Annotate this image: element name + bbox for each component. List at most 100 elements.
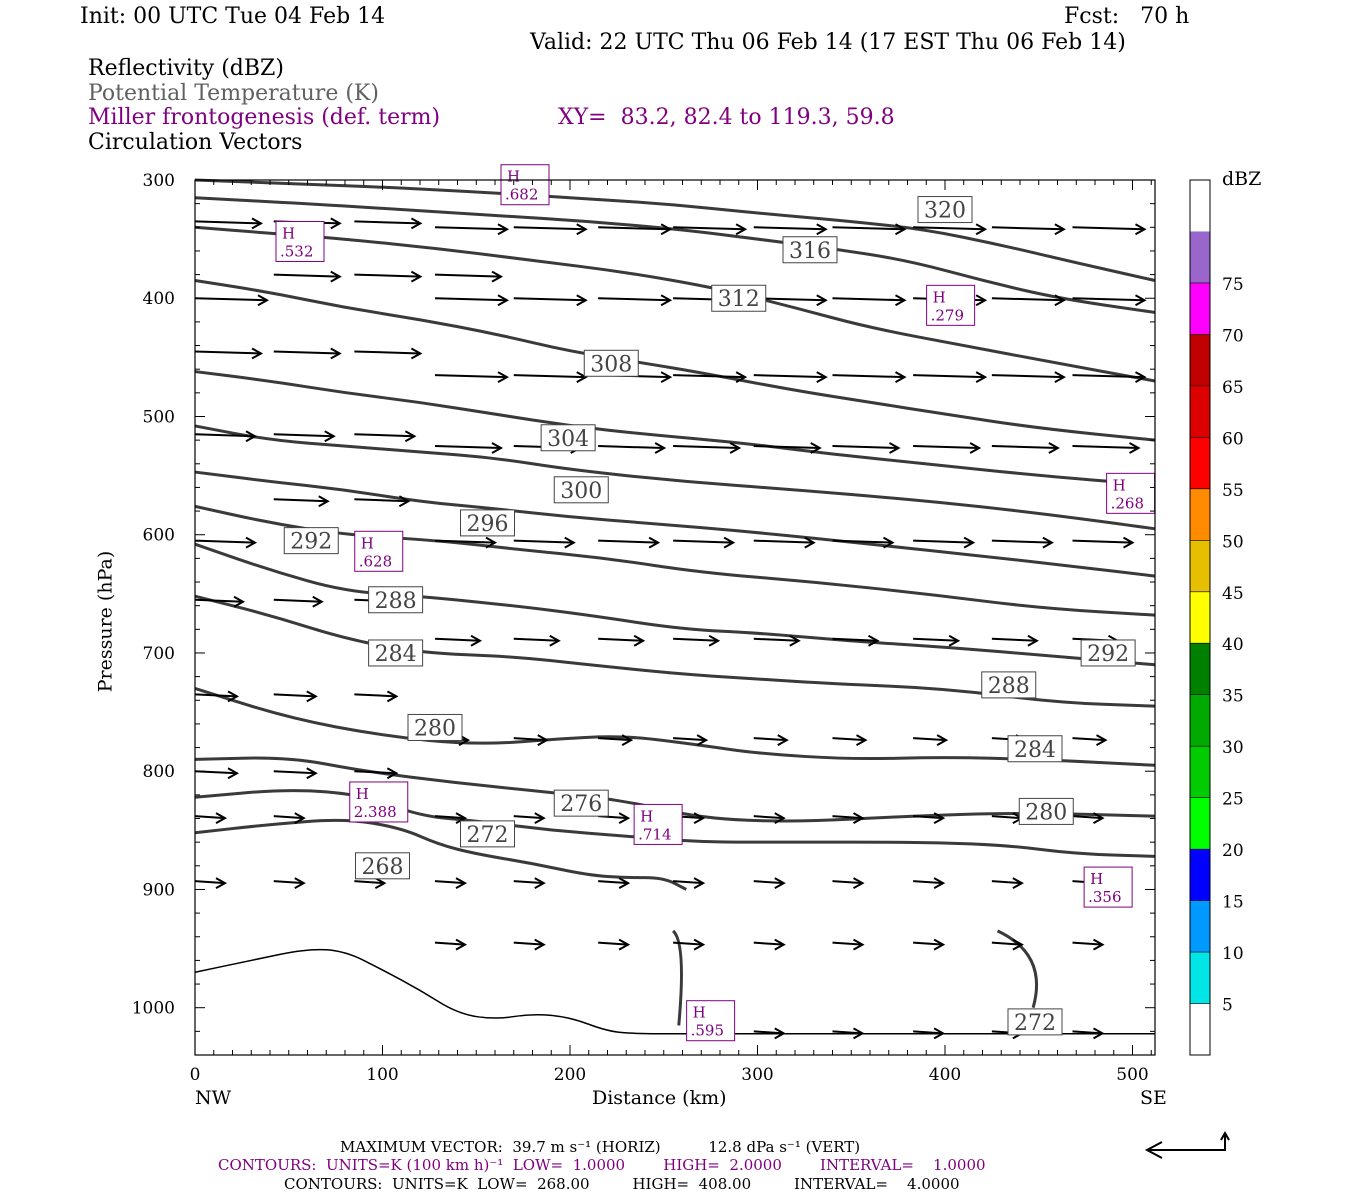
- vector-shaft: [273, 880, 304, 885]
- vector-head: [549, 634, 561, 647]
- vector-shaft: [513, 374, 586, 379]
- vector-shaft: [434, 297, 508, 302]
- vector-shaft: [194, 598, 244, 603]
- init-time: Init: 00 UTC Tue 04 Feb 14: [80, 4, 386, 29]
- colorbar-segment: [1190, 488, 1210, 541]
- frontogenesis-h: H: [507, 168, 520, 186]
- contour-label-text: 284: [375, 642, 417, 667]
- circulation-vector: [1072, 294, 1147, 307]
- vector-head: [789, 634, 801, 647]
- vector-head: [660, 371, 673, 383]
- vector-head: [933, 877, 946, 890]
- circulation-vector: [434, 938, 468, 951]
- contour-label: 308: [583, 349, 639, 377]
- vector-head: [576, 371, 588, 383]
- circulation-vector: [753, 938, 786, 951]
- vector-head: [853, 877, 865, 890]
- vector-head: [497, 294, 510, 307]
- frontogenesis-box: [1106, 472, 1156, 514]
- frontogenesis-max: H.356: [1083, 866, 1133, 908]
- vector-head: [693, 938, 706, 951]
- vector-head: [933, 938, 946, 951]
- y-tick-label: 1000: [132, 999, 175, 1019]
- vector-head: [491, 442, 504, 454]
- theta-contour-296: [194, 470, 1156, 578]
- circulation-vector: [194, 812, 228, 825]
- vector-shaft: [1072, 226, 1145, 231]
- circulation-vector: [354, 767, 399, 780]
- vector-shaft: [753, 737, 787, 742]
- vector-shaft: [913, 539, 974, 544]
- y-tick-label: 600: [143, 526, 175, 546]
- vector-head: [534, 877, 546, 890]
- circulation-vector: [673, 877, 706, 890]
- vector-shaft: [1072, 815, 1103, 820]
- vector-head: [936, 734, 949, 746]
- terrain-outline: [194, 948, 1155, 1035]
- vector-head: [1123, 536, 1135, 549]
- vector-head: [576, 294, 588, 307]
- circulation-vector: [913, 877, 946, 890]
- contour-label-box: [540, 424, 596, 452]
- vector-head: [245, 536, 258, 549]
- circulation-vector: [673, 634, 721, 647]
- contour-label-box: [981, 671, 1037, 699]
- x-tick-label: 300: [741, 1065, 773, 1085]
- contour-label-box: [407, 713, 463, 741]
- frontogenesis-max: H.595: [686, 1000, 736, 1042]
- vector-head: [889, 442, 901, 454]
- circulation-vector: [753, 371, 828, 383]
- frontogenesis-max: H2.388: [349, 781, 409, 823]
- vector-head: [455, 877, 468, 890]
- vector-head: [693, 812, 706, 825]
- y-tick-label: 300: [143, 171, 175, 191]
- contour-label: 288: [368, 586, 424, 614]
- circulation-vector: [991, 536, 1054, 549]
- circulation-vector: [434, 812, 468, 825]
- circulation-vector: [354, 690, 399, 703]
- vector-shaft: [513, 637, 559, 642]
- circulation-vector: [913, 223, 988, 236]
- contour-label: 272: [460, 820, 515, 848]
- frontogenesis-max: H.682: [500, 164, 550, 206]
- circulation-vectors: [194, 217, 1147, 1040]
- contour-label: 288: [981, 671, 1037, 699]
- vector-shaft: [598, 539, 659, 544]
- vector-shaft: [1072, 1030, 1103, 1035]
- axis-end-nw: NW: [195, 1087, 232, 1109]
- vector-shaft: [753, 815, 784, 820]
- vector-head: [618, 938, 631, 951]
- reference-vector-arrow: [1144, 1130, 1230, 1159]
- vector-shaft: [913, 737, 947, 742]
- vector-shaft: [513, 737, 547, 742]
- vector-head: [774, 938, 786, 951]
- frontogenesis-max: H.268: [1106, 472, 1156, 514]
- circulation-vector: [194, 536, 258, 549]
- vector-shaft: [913, 226, 986, 231]
- vector-shaft: [598, 226, 671, 231]
- axis-title-y: Pressure (hPa): [94, 550, 117, 693]
- circulation-vector: [434, 371, 510, 383]
- circulation-vector: [598, 294, 673, 307]
- contour-label-box: [1080, 639, 1136, 667]
- frontogenesis-contour-info: CONTOURS: UNITS=K (100 km h)⁻¹ LOW= 1.00…: [218, 1156, 986, 1174]
- circulation-vector: [513, 223, 588, 236]
- frontogenesis-max: H.714: [633, 803, 683, 845]
- circulation-vector: [832, 734, 868, 746]
- circulation-vector: [354, 495, 411, 508]
- vector-head: [868, 634, 880, 647]
- vector-head: [1135, 294, 1147, 307]
- frontogenesis-value: 2.388: [354, 803, 397, 821]
- vector-shaft: [991, 226, 1064, 231]
- vector-head: [491, 270, 504, 283]
- x-tick-label: 400: [929, 1065, 961, 1085]
- colorbar-segment: [1190, 591, 1210, 644]
- vector-shaft: [673, 737, 707, 742]
- circulation-vector: [991, 877, 1024, 890]
- field-label-frontogenesis: Miller frontogenesis (def. term): [88, 105, 441, 130]
- ref-arrow-head: [1144, 1141, 1163, 1159]
- frontogenesis-max: H.628: [354, 530, 404, 572]
- colorbar-label: 35: [1222, 687, 1244, 707]
- vector-head: [227, 690, 240, 703]
- vector-head: [729, 442, 742, 454]
